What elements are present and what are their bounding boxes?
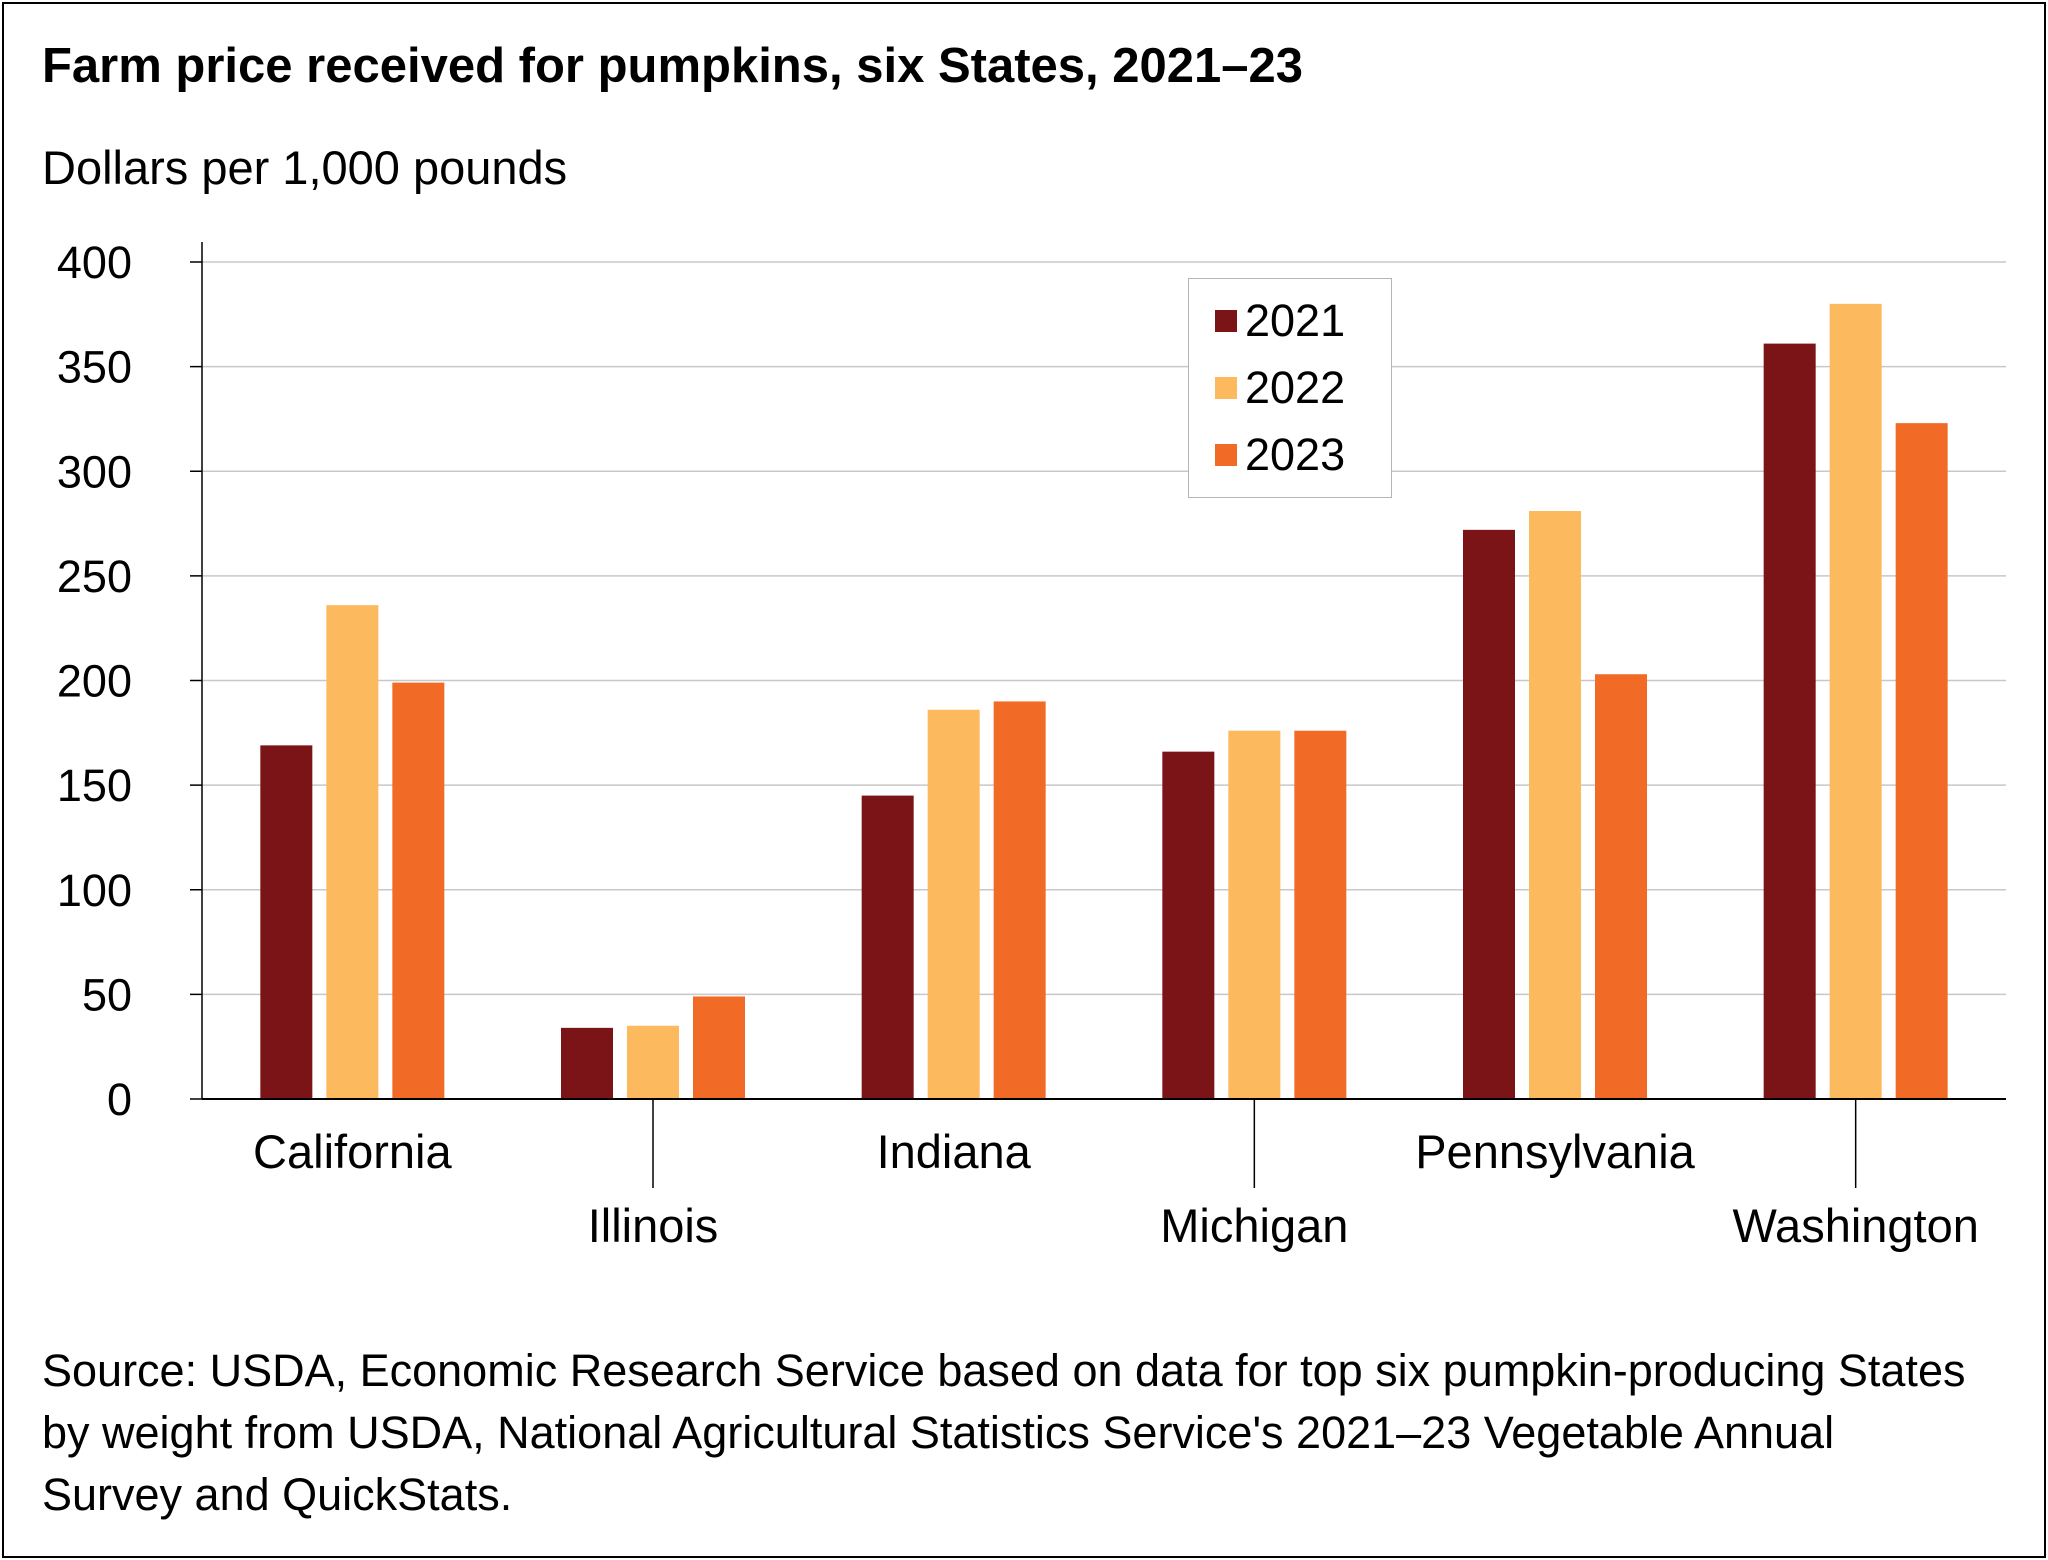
y-tick-label-200: 200: [57, 656, 132, 707]
bar-pennsylvania-2021: [1463, 529, 1515, 1099]
bars: [260, 303, 1948, 1100]
y-tick-label-100: 100: [57, 865, 132, 916]
bar-illinois-2021: [561, 1027, 613, 1099]
y-tick-label-250: 250: [57, 551, 132, 602]
source-note: Source: USDA, Economic Research Service …: [42, 1345, 1966, 1520]
bar-indiana-2022: [927, 709, 980, 1099]
bar-pennsylvania-2023: [1595, 674, 1647, 1099]
y-tick-label-350: 350: [57, 342, 132, 393]
legend-item-2022: 2022: [1215, 358, 1345, 418]
legend-label-2022: 2022: [1245, 362, 1346, 413]
y-tick-label-50: 50: [82, 969, 132, 1020]
legend-item-2023: 2023: [1215, 425, 1345, 485]
bar-washington-2022: [1829, 303, 1882, 1100]
x-category-label-illinois: Illinois: [588, 1199, 719, 1252]
bar-illinois-2022: [627, 1025, 679, 1099]
bar-california-2022: [326, 605, 379, 1099]
gridlines: [202, 261, 2006, 996]
bar-michigan-2021: [1162, 751, 1215, 1099]
legend-swatch-2023: [1215, 444, 1237, 466]
y-tick-label-300: 300: [57, 446, 132, 497]
legend-swatch-2021: [1215, 310, 1237, 332]
axes: [190, 242, 2006, 1188]
y-tick-label-400: 400: [57, 237, 132, 288]
bar-washington-2021: [1763, 343, 1816, 1099]
axis-labels: 0 50 100 150 200 250 300 350 400 California Illino…: [57, 237, 1979, 1252]
x-category-label-california: California: [253, 1125, 452, 1178]
legend-item-2021: 2021: [1215, 291, 1345, 351]
chart-title: Farm price received for pumpkins, six St…: [42, 39, 1304, 93]
bar-michigan-2022: [1228, 730, 1281, 1099]
x-category-label-washington: Washington: [1732, 1199, 1978, 1252]
bar-washington-2023: [1895, 423, 1948, 1099]
bar-indiana-2021: [861, 795, 914, 1099]
x-category-label-michigan: Michigan: [1160, 1199, 1348, 1252]
bar-california-2023: [392, 682, 445, 1099]
bar-california-2021: [260, 745, 313, 1099]
bar-illinois-2023: [693, 996, 745, 1099]
x-category-label-indiana: Indiana: [877, 1125, 1032, 1178]
y-tick-label-0: 0: [107, 1074, 132, 1125]
legend-label-2021: 2021: [1245, 295, 1346, 346]
x-category-label-pennsylvania: Pennsylvania: [1415, 1125, 1695, 1178]
bar-pennsylvania-2022: [1529, 511, 1581, 1099]
legend: 2021 2022 2023: [1188, 278, 1392, 498]
legend-swatch-2022: [1215, 377, 1237, 399]
y-tick-label-150: 150: [57, 760, 132, 811]
legend-label-2023: 2023: [1245, 429, 1346, 480]
y-axis-unit-label: Dollars per 1,000 pounds: [42, 141, 568, 194]
bar-indiana-2023: [993, 701, 1046, 1099]
bar-michigan-2023: [1294, 730, 1347, 1099]
